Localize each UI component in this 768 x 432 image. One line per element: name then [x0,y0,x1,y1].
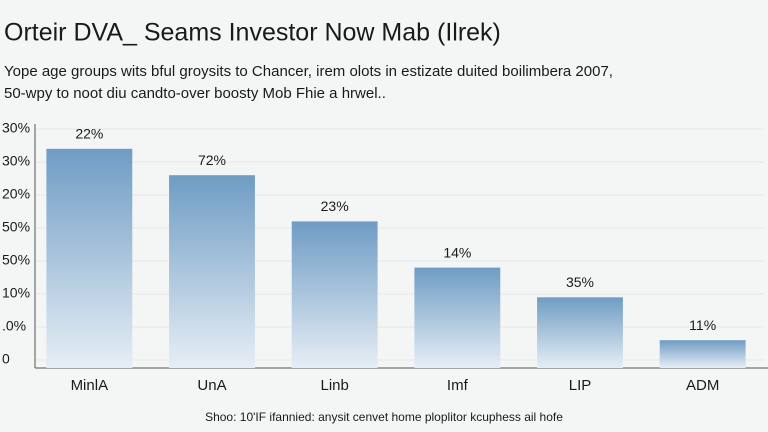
bar [537,297,623,368]
bar [291,221,378,368]
bar [414,267,501,368]
subtitle: 50-wpy to noot diu candto-over boosty Mo… [4,85,386,102]
bar [46,148,133,368]
y-tick-label: 30% [2,120,30,136]
bar [659,340,746,368]
x-tick-label: LIP [569,377,592,394]
chart-title: Orteir DVA_ Seams Investor Now Mab (Ilre… [4,19,501,47]
bar-annotation: 23% [321,198,349,214]
y-tick-label: 0 [2,351,10,367]
x-tick-label: Linb [320,377,348,394]
bar-annotation: 14% [443,244,471,260]
x-tick-label: ADM [686,377,719,394]
bar-annotation: 35% [566,274,594,290]
y-tick-label: 50% [2,219,30,235]
y-tick-label: 20% [2,186,30,202]
y-tick-label: .0% [2,318,26,334]
y-tick-label: 50% [2,252,30,268]
subtitle: Yope age groups wits bful groysits to Ch… [4,63,613,80]
y-tick-label: 10% [2,285,30,301]
bar-annotation: 22% [75,126,103,142]
footnote: Shoo: 10'IF ifannied: anysit cenvet home… [205,410,563,424]
x-tick-label: UnA [197,377,226,394]
x-tick-label: Imf [447,377,469,394]
bar-annotation: 72% [198,152,226,168]
bar-annotation: 11% [689,317,716,333]
x-tick-label: MinlA [71,377,109,394]
y-tick-label: 30% [2,153,30,169]
bar [169,175,255,368]
